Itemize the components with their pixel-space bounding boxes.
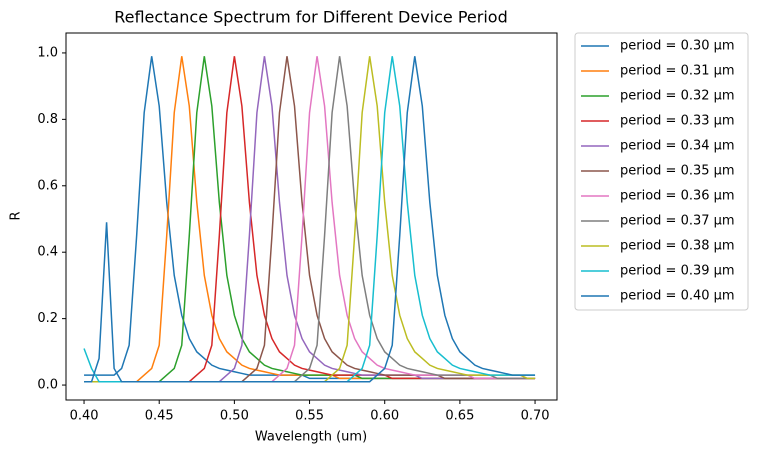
plot-area: [83, 56, 536, 383]
legend-label: period = 0.31 μm: [620, 64, 735, 79]
x-tick-label: 0.45: [145, 409, 174, 424]
legend-label: period = 0.40 μm: [620, 289, 735, 304]
legend: period = 0.30 μm period = 0.31 μm period =…: [581, 39, 735, 304]
legend-label: period = 0.37 μm: [620, 214, 735, 229]
x-tick-label: 0.70: [521, 409, 550, 424]
legend-label: period = 0.34 μm: [620, 139, 735, 154]
y-axis-label: R: [9, 211, 24, 220]
x-tick-label: 0.55: [295, 409, 324, 424]
legend-label: period = 0.36 μm: [620, 189, 735, 204]
legend-label: period = 0.39 μm: [620, 264, 735, 279]
legend-label: period = 0.33 μm: [620, 114, 735, 129]
legend-label: period = 0.38 μm: [620, 239, 735, 254]
x-tick-label: 0.60: [370, 409, 399, 424]
chart-title: Reflectance Spectrum for Different Devic…: [114, 8, 508, 27]
series-line: [83, 56, 536, 383]
y-tick-label: 0.0: [37, 378, 58, 393]
y-tick-label: 1.0: [37, 45, 58, 60]
x-axis-label: Wavelength (um): [255, 430, 367, 445]
x-tick-label: 0.50: [220, 409, 249, 424]
series-line: [84, 56, 536, 383]
x-tick-label: 0.40: [70, 409, 99, 424]
series-line: [84, 56, 536, 380]
y-tick-label: 0.8: [37, 112, 58, 127]
x-tick-label: 0.65: [445, 409, 474, 424]
series-line: [84, 56, 536, 383]
series-line: [84, 56, 536, 383]
series-line: [84, 56, 536, 383]
series-line: [84, 56, 536, 383]
legend-label: period = 0.32 μm: [620, 89, 735, 104]
series-line: [84, 56, 536, 383]
legend-label: period = 0.30 μm: [620, 39, 735, 54]
legend-label: period = 0.35 μm: [620, 164, 735, 179]
series-line: [84, 56, 536, 383]
series-line: [84, 56, 536, 383]
y-tick-label: 0.6: [37, 178, 58, 193]
y-tick-label: 0.4: [37, 245, 58, 260]
axes-frame: [65, 32, 558, 401]
legend-box: [574, 32, 749, 311]
series-line: [84, 56, 536, 383]
y-tick-label: 0.2: [37, 311, 58, 326]
